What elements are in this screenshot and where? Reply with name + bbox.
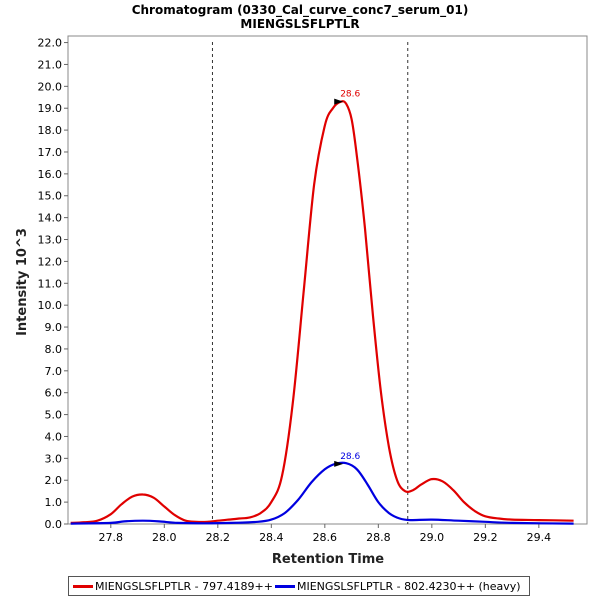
y-tick-label: 5.0	[45, 409, 63, 422]
y-tick-label: 19.0	[38, 102, 63, 115]
y-tick-label: 10.0	[38, 299, 63, 312]
y-tick-label: 8.0	[45, 343, 63, 356]
legend-label-light: MIENGSLSFLPTLR - 797.4189++	[95, 579, 273, 593]
chart-title: Chromatogram (0330_Cal_curve_conc7_serum…	[132, 3, 469, 18]
y-tick-label: 0.0	[45, 518, 63, 531]
y-tick-label: 6.0	[45, 387, 63, 400]
y-tick-label: 20.0	[38, 80, 63, 93]
legend-swatch-red	[73, 584, 93, 588]
x-tick-label: 29.0	[420, 531, 445, 544]
peak-marker-0	[334, 98, 344, 105]
y-tick-label: 2.0	[45, 474, 63, 487]
y-axis-label: Intensity 10^3	[15, 228, 30, 336]
x-tick-label: 28.2	[206, 531, 231, 544]
y-tick-label: 4.0	[45, 430, 63, 443]
peak-label-0: 28.6	[340, 90, 360, 100]
legend-item-heavy: MIENGSLSFLPTLR - 802.4230++ (heavy)	[275, 580, 521, 593]
x-tick-label: 28.8	[366, 531, 391, 544]
x-tick-label: 29.2	[473, 531, 498, 544]
y-tick-label: 14.0	[38, 212, 63, 225]
chart-subtitle: MIENGSLSFLPTLR	[240, 17, 359, 31]
y-tick-label: 15.0	[38, 190, 63, 203]
y-tick-label: 7.0	[45, 365, 63, 378]
series-line-0	[70, 100, 574, 524]
legend: MIENGSLSFLPTLR - 797.4189++ MIENGSLSFLPT…	[68, 576, 530, 596]
y-tick-label: 17.0	[38, 146, 63, 159]
y-tick-label: 1.0	[45, 496, 63, 509]
x-tick-label: 29.4	[527, 531, 552, 544]
plot-area	[67, 35, 588, 525]
y-tick-label: 21.0	[38, 58, 63, 71]
y-tick-label: 22.0	[38, 37, 63, 50]
y-tick-label: 11.0	[38, 277, 63, 290]
y-tick-label: 13.0	[38, 234, 63, 247]
y-tick-label: 3.0	[45, 452, 63, 465]
legend-label-heavy: MIENGSLSFLPTLR - 802.4230++ (heavy)	[297, 579, 521, 593]
x-tick-label: 28.4	[259, 531, 284, 544]
legend-swatch-blue	[275, 584, 295, 588]
series-line-1	[70, 461, 574, 525]
legend-item-light: MIENGSLSFLPTLR - 797.4189++	[73, 580, 273, 593]
peak-marker-1	[334, 460, 344, 467]
y-tick-label: 18.0	[38, 124, 63, 137]
y-tick-label: 12.0	[38, 255, 63, 268]
peak-label-1: 28.6	[340, 452, 360, 462]
x-tick-label: 27.8	[99, 531, 124, 544]
x-tick-label: 28.6	[313, 531, 338, 544]
y-tick-label: 16.0	[38, 168, 63, 181]
x-axis-label: Retention Time	[272, 552, 384, 567]
y-tick-label: 9.0	[45, 321, 63, 334]
x-tick-label: 28.0	[152, 531, 177, 544]
